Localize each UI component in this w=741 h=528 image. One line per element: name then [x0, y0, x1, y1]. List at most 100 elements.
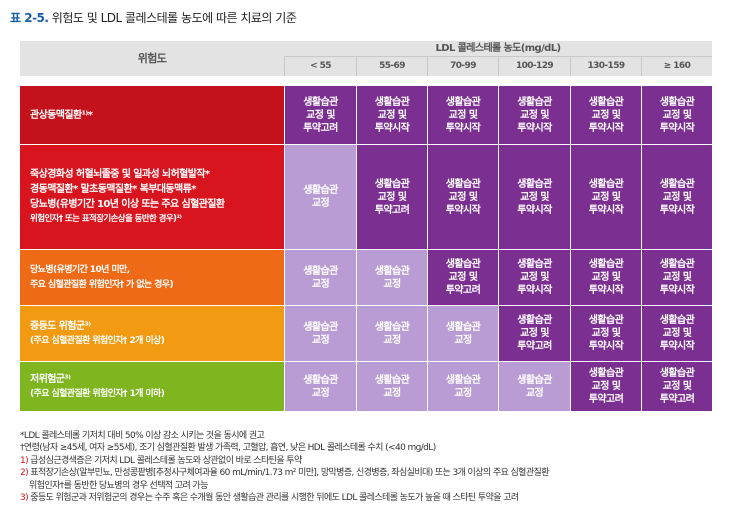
treatment-cell: 생활습관 교정 및 투약시작	[641, 250, 712, 306]
treatment-text: 생활습관	[659, 315, 695, 326]
ldl-range-header: 55-69	[356, 57, 427, 76]
treatment-text: 생활습관	[374, 178, 410, 190]
treatment-text: 생활습관	[445, 374, 481, 386]
treatment-text: 교정	[454, 334, 472, 346]
treatment-text: 생활습관	[588, 368, 624, 379]
risk-category-line: (주요 심혈관질환 위험인자† 1개 이하)	[30, 388, 165, 399]
treatment-cell: 생활습관 교정	[356, 362, 427, 412]
risk-category-line: 주요 심혈관질환 위험인자† 가 없는 경우)	[30, 279, 174, 290]
treatment-text: 생활습관	[588, 96, 624, 108]
treatment-cell: 생활습관 교정	[427, 362, 498, 412]
treatment-cell: 생활습관 교정 및 투약시작	[427, 145, 498, 250]
treatment-text: 교정	[311, 334, 330, 346]
treatment-text: 교정 및	[448, 272, 478, 283]
risk-category-line: 관상동맥질환¹⁾*	[30, 109, 93, 121]
treatment-text: 투약고려	[588, 394, 624, 405]
treatment-text: 투약고려	[659, 394, 695, 405]
ldl-range-header: ≥ 160	[641, 57, 712, 76]
treatment-text: 생활습관	[588, 259, 624, 270]
treatment-text: 생활습관	[659, 96, 695, 108]
ldl-range-header: 100-129	[498, 57, 570, 76]
treatment-cell: 생활습관 교정 및 투약시작	[498, 145, 570, 250]
ldl-range-header: 130-159	[570, 57, 641, 76]
treatment-text: 생활습관	[517, 96, 552, 108]
treatment-text: 투약시작	[659, 285, 695, 296]
treatment-text: 투약시작	[445, 122, 481, 134]
table-title-text: 위험도 및 LDL 콜레스테롤 농도에 따른 치료의 기준	[51, 11, 297, 25]
treatment-cell: 생활습관 교정 및 투약시작	[570, 86, 641, 145]
treatment-text: 교정 및	[591, 328, 621, 339]
treatment-text: 교정	[311, 198, 330, 209]
footnote-line: 2) 표적장기손상(알부민뇨, 만성콩팥병[추정사구체여과율 60 mL/min…	[20, 468, 549, 479]
treatment-text: 생활습관	[445, 321, 481, 333]
treatment-text: 생활습관	[445, 178, 481, 190]
treatment-text: 생활습관	[303, 96, 338, 108]
treatment-text: 교정	[525, 387, 544, 399]
treatment-cell: 생활습관 교정	[356, 250, 427, 306]
treatment-text: 교정 및	[377, 191, 407, 203]
treatment-text: 투약시작	[588, 204, 624, 216]
footnote-marker: 1)	[20, 455, 29, 466]
treatment-text: 투약고려	[445, 285, 481, 296]
treatment-text: 투약시작	[374, 122, 410, 134]
treatment-text: 생활습관	[659, 178, 695, 190]
treatment-cell: 생활습관 교정 및 투약시작	[641, 306, 712, 362]
treatment-text: 생활습관	[588, 315, 624, 326]
treatment-text: 교정 및	[591, 272, 621, 283]
treatment-text: 생활습관	[303, 185, 338, 196]
treatment-text: 투약시작	[517, 122, 552, 134]
treatment-text: 생활습관	[374, 374, 410, 386]
treatment-text: 교정 및	[520, 272, 549, 283]
treatment-text: 교정	[311, 278, 330, 290]
treatment-cell: 생활습관 교정	[498, 362, 570, 412]
treatment-text: 교정 및	[662, 191, 692, 203]
treatment-text: 교정 및	[591, 191, 621, 203]
treatment-text: 투약시작	[517, 285, 552, 296]
treatment-cell: 생활습관 교정 및 투약고려	[284, 86, 356, 145]
footnote-line: 1) 급성심근경색증은 기저치 LDL 콜레스테롤 농도와 상관없이 바로 스타…	[20, 455, 302, 466]
treatment-text: 투약시작	[517, 204, 552, 216]
treatment-text: 투약시작	[588, 122, 624, 134]
treatment-text: 교정 및	[591, 381, 621, 392]
treatment-cell: 생활습관 교정 및 투약시작	[498, 250, 570, 306]
risk-category: 관상동맥질환¹⁾*	[20, 86, 284, 145]
footnote-marker: 3)	[20, 493, 29, 504]
treatment-cell: 생활습관 교정 및 투약시작	[570, 250, 641, 306]
treatment-text: 투약시작	[659, 204, 695, 216]
treatment-text: 교정 및	[448, 109, 478, 121]
treatment-text: 교정 및	[520, 328, 549, 339]
footnote-line: 위험인자†를 동반한 당뇨병의 경우 선택적 고려 가능	[20, 480, 208, 491]
treatment-text: 생활습관	[303, 265, 338, 277]
treatment-text: 교정	[383, 387, 401, 399]
footnote-marker: 2)	[20, 468, 29, 479]
treatment-cell: 생활습관 교정	[284, 250, 356, 306]
treatment-text: 교정	[383, 334, 401, 346]
footnote-line: *LDL 콜레스테롤 기저치 대비 50% 이상 감소 시키는 것을 동시에 권…	[20, 431, 265, 441]
treatment-text: 교정	[311, 387, 330, 399]
treatment-text: 생활습관	[445, 259, 481, 270]
treatment-text: 생활습관	[659, 259, 695, 270]
risk-category-line: 위험인자† 또는 표적장기손상을 동반한 경우)²⁾	[30, 214, 182, 224]
treatment-text: 투약시작	[445, 204, 481, 216]
treatment-text: 투약고려	[374, 204, 410, 216]
treatment-criteria-table: 위험도 LDL 콜레스테롤 농도(mg/dL) < 55 55-69 70-99 10…	[20, 41, 712, 412]
treatment-text: 투약시작	[588, 341, 624, 352]
treatment-text: 교정 및	[662, 381, 692, 392]
treatment-text: 교정 및	[448, 191, 478, 203]
footnotes: *LDL 콜레스테롤 기저치 대비 50% 이상 감소 시키는 것을 동시에 권…	[20, 430, 549, 504]
treatment-text: 교정 및	[377, 109, 407, 121]
treatment-text: 생활습관	[659, 368, 695, 379]
treatment-text: 투약시작	[659, 122, 695, 134]
treatment-cell: 생활습관 교정 및 투약시작	[498, 86, 570, 145]
treatment-text: 생활습관	[445, 96, 481, 108]
treatment-text: 투약고려	[303, 122, 338, 134]
treatment-text: 생활습관	[374, 321, 410, 333]
risk-category-line: 경동맥질환* 말초동맥질환* 복부대동맥류*	[30, 184, 196, 195]
table-title: 표 2-5. 위험도 및 LDL 콜레스테롤 농도에 따른 치료의 기준	[10, 9, 297, 26]
treatment-text: 교정 및	[306, 109, 335, 121]
